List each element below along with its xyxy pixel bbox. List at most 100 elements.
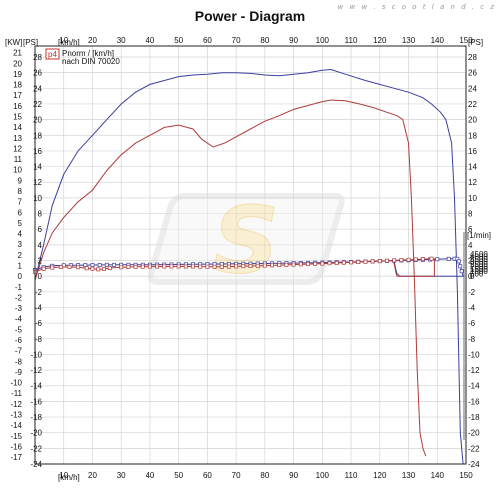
grid-layer [35, 46, 467, 465]
rpm-marker [162, 264, 167, 269]
rpm-tick-label: 0 [470, 272, 475, 281]
x-axis-label-bottom: [km/h] [58, 473, 80, 482]
logo-letter: S [213, 187, 279, 294]
x-tick-label-bottom: 50 [174, 471, 183, 480]
x-tick-label-bottom: 130 [402, 471, 416, 480]
x-tick-label-bottom: 90 [289, 471, 298, 480]
rpm-marker [227, 264, 231, 269]
legend-marker-label: p4 [48, 50, 57, 59]
kw-tick-label: -14 [10, 421, 22, 430]
ps-tick-label-left: 18 [33, 131, 42, 140]
rpm-marker [119, 265, 124, 270]
scootland-logo-watermark: S [147, 186, 345, 295]
rpm-marker [133, 264, 138, 269]
rpm-marker [191, 264, 195, 269]
x-tick-label-bottom: 100 [316, 471, 330, 480]
rpm-marker [385, 258, 389, 263]
ps-tick-label-right: 12 [468, 178, 477, 187]
rpm-marker [76, 265, 81, 270]
rpm-marker [327, 261, 332, 266]
x-tick-label-bottom: 20 [88, 471, 97, 480]
ps-tick-label-right: 6 [468, 225, 473, 234]
rpm-marker [284, 262, 289, 267]
ps-tick-label-right: -22 [468, 444, 480, 453]
rpm-marker [50, 265, 55, 270]
rpm-marker [90, 263, 95, 267]
rpm-marker [147, 264, 152, 269]
kw-tick-label: -3 [15, 304, 23, 313]
rpm-marker [399, 258, 404, 263]
rpm-marker [406, 257, 411, 262]
rpm-marker [241, 264, 246, 269]
kw-tick-label: 18 [13, 81, 22, 90]
axis-layer: 1010202030304040505060607070808090901001… [10, 36, 488, 480]
rpm-marker [370, 259, 375, 264]
rpm-marker [291, 262, 296, 267]
x-tick-label-top: 60 [203, 36, 212, 45]
x-tick-label-top: 140 [431, 36, 445, 45]
rpm-marker [90, 266, 95, 271]
ps-tick-label-right: -10 [468, 350, 480, 359]
ps-tick-label-right: -18 [468, 413, 480, 422]
rpm-marker [313, 261, 318, 266]
rpm-marker [234, 264, 239, 269]
ps-tick-label-right: 26 [468, 69, 477, 78]
rpm-marker [96, 267, 101, 272]
kw-tick-label: -12 [10, 400, 22, 409]
x-tick-label-bottom: 60 [203, 471, 212, 480]
kw-tick-label: -15 [10, 432, 22, 441]
rpm-marker [363, 259, 368, 264]
ps-tick-label-left: 8 [38, 210, 43, 219]
x-axis-label-top: [km/h] [58, 38, 80, 47]
rpm-marker [67, 265, 72, 269]
kw-tick-label: -8 [15, 357, 23, 366]
series-layer [33, 68, 464, 465]
ps-tick-label-right: -8 [468, 335, 476, 344]
ps-tick-label-right: 16 [468, 147, 477, 156]
rpm-marker [58, 265, 63, 269]
ps-tick-label-right: -4 [468, 303, 476, 312]
kw-tick-label: -6 [15, 336, 23, 345]
kw-tick-label: 6 [18, 208, 23, 217]
kw-tick-label: 16 [13, 102, 22, 111]
ps-tick-label-left: 22 [33, 100, 42, 109]
ps-tick-label-right: -6 [468, 319, 476, 328]
rpm-marker [262, 263, 267, 268]
rpm-marker [270, 263, 275, 268]
ps-tick-label-left: -18 [30, 413, 42, 422]
kw-tick-label: -9 [15, 368, 23, 377]
kw-tick-label: 17 [13, 91, 22, 100]
kw-tick-label: -5 [15, 325, 23, 334]
x-tick-label-top: 50 [174, 36, 183, 45]
rpm-marker [356, 260, 361, 264]
x-tick-label-bottom: 30 [117, 471, 126, 480]
x-tick-label-top: 40 [145, 36, 154, 45]
x-tick-label-top: 80 [260, 36, 269, 45]
ps-tick-label-left: 12 [33, 178, 42, 187]
x-tick-label-top: 100 [316, 36, 330, 45]
rpm-marker [183, 264, 188, 269]
kw-tick-label: -10 [10, 379, 22, 388]
rpm-marker [219, 264, 224, 269]
plot-frame [34, 45, 467, 465]
kw-tick-label: -16 [10, 442, 22, 451]
ps-tick-label-right: -2 [468, 288, 476, 297]
ps-tick-label-right: 18 [468, 131, 477, 140]
kw-tick-label: 8 [18, 187, 23, 196]
rpm-marker [212, 264, 217, 269]
kw-tick-label: 14 [13, 123, 22, 132]
x-tick-label-bottom: 10 [59, 471, 68, 480]
rpm-marker [84, 266, 89, 271]
x-tick-label-top: 90 [289, 36, 298, 45]
ps-tick-label-right: 28 [468, 53, 477, 62]
kw-tick-label: -13 [10, 411, 22, 420]
ps-tick-label-right: -16 [468, 397, 480, 406]
chart-title: Power - Diagram [194, 8, 306, 24]
ps-tick-label-left: 14 [33, 163, 42, 172]
ps-tick-label-left: -10 [30, 350, 42, 359]
rpm-marker [198, 264, 203, 269]
rpm-marker [107, 266, 112, 270]
ps-tick-label-right: 24 [468, 84, 477, 93]
rpm-marker [420, 257, 425, 262]
ps-tick-label-left: 4 [38, 241, 43, 250]
